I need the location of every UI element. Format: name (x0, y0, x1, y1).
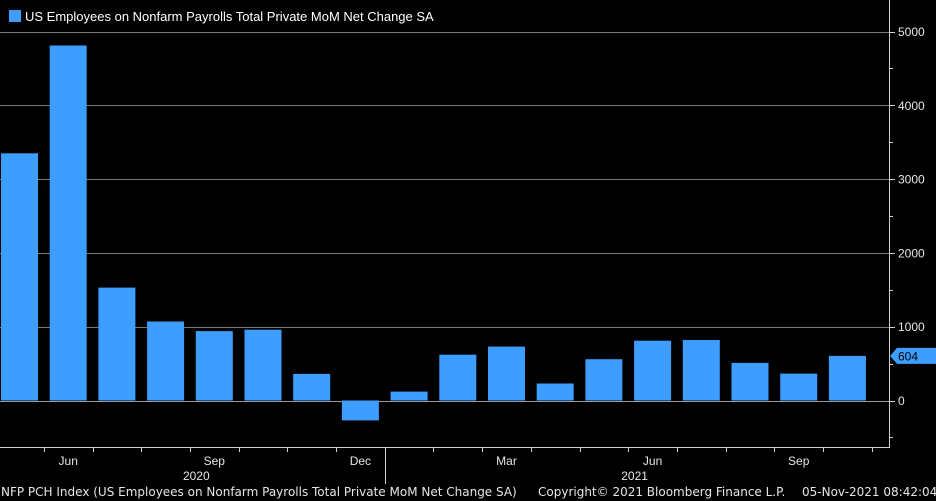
bar (49, 45, 87, 401)
bar (98, 287, 136, 401)
y-axis: 0 1000 2000 3000 4000 5000 604 (889, 0, 936, 447)
y-tick-label: 2000 (898, 246, 925, 260)
y-tick-label: 0 (898, 394, 905, 408)
x-year-label: 2021 (621, 469, 648, 483)
last-value-label: 604 (898, 349, 918, 363)
legend-label: US Employees on Nonfarm Payrolls Total P… (25, 9, 434, 24)
y-tick-label: 4000 (898, 99, 925, 113)
legend-swatch (9, 10, 21, 22)
bar (341, 400, 379, 421)
x-tick-label: Jun (643, 454, 662, 468)
legend: US Employees on Nonfarm Payrolls Total P… (0, 4, 446, 28)
y-tick-label: 5000 (898, 25, 925, 39)
bar (682, 340, 720, 401)
bar (536, 383, 574, 401)
legend-background (0, 4, 446, 28)
bar (147, 321, 185, 401)
bar (195, 331, 233, 401)
y-tick-label: 3000 (898, 173, 925, 187)
bar (780, 373, 818, 401)
bar (488, 346, 525, 401)
x-tick-label: Dec (350, 454, 371, 468)
last-value-marker (890, 347, 936, 364)
bar (731, 362, 769, 401)
x-tick-label: Sep (788, 454, 810, 468)
x-tick-label: Jun (59, 454, 78, 468)
footer-copyright: Copyright© 2021 Bloomberg Finance L.P. (538, 485, 786, 499)
bar (585, 359, 623, 401)
bars (1, 45, 866, 421)
x-tick-label: Mar (496, 454, 517, 468)
bar (634, 340, 672, 401)
x-year-label: 2020 (183, 469, 210, 483)
bar (390, 391, 428, 401)
footer-timestamp: 05-Nov-2021 08:42:04 (802, 485, 936, 499)
bar (828, 355, 866, 401)
y-tick-label: 1000 (898, 320, 925, 334)
bar-chart: 0 1000 2000 3000 4000 5000 604 Jun Sep Dec Mar Jun… (0, 0, 936, 484)
bar (244, 329, 282, 401)
x-tick-label: Sep (204, 454, 226, 468)
footer-ticker: NFP PCH Index (US Employees on Nonfarm P… (1, 485, 517, 499)
bar (439, 354, 477, 401)
footer: NFP PCH Index (US Employees on Nonfarm P… (0, 484, 936, 501)
bar (1, 153, 38, 401)
bar (293, 373, 331, 401)
